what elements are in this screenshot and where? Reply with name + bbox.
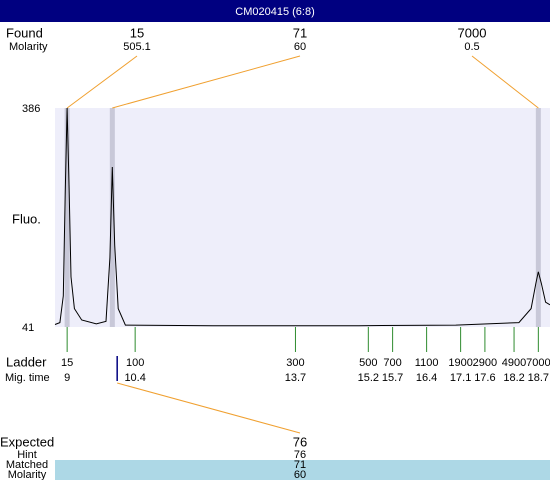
found-size: 71 [293, 25, 307, 40]
peak-band [64, 108, 70, 327]
matched-label: Matched [6, 459, 48, 471]
expected-connector [117, 382, 301, 434]
peak-connector [66, 55, 138, 109]
found-molarity: 60 [294, 41, 306, 53]
plot-area [55, 108, 550, 327]
ladder-size: 7000 [526, 357, 550, 369]
title: CM020415 (6:8) [235, 6, 315, 18]
molarity-value: 60 [294, 469, 306, 480]
ladder-size: 1100 [415, 357, 439, 369]
found-size: 15 [130, 25, 144, 40]
ladder-time: 17.6 [474, 372, 495, 384]
peak-connector [471, 55, 539, 109]
found-molarity: 0.5 [464, 41, 479, 53]
ladder-size: 700 [383, 357, 401, 369]
ladder-time: 17.1 [450, 372, 471, 384]
peak-band [109, 108, 115, 327]
ladder-size: 4900 [502, 357, 526, 369]
ladder-time: 13.7 [285, 372, 306, 384]
peak-connector [112, 55, 301, 109]
matched-row [55, 460, 550, 480]
ladder-size: 15 [61, 357, 73, 369]
ladder-time: 9 [64, 372, 70, 384]
ladder-time: 18.7 [528, 372, 549, 384]
ladder-size: 300 [286, 357, 304, 369]
found-label: Found [6, 25, 43, 40]
found-molarity: 505.1 [123, 41, 151, 53]
matched-value: 71 [294, 459, 306, 471]
ladder-time: 10.4 [124, 372, 145, 384]
mig-time-label: Mig. time [5, 372, 50, 384]
y-tick-label: 386 [22, 103, 40, 115]
molarity-label: Molarity [8, 469, 47, 480]
ladder-label: Ladder [6, 354, 47, 369]
ladder-time: 16.4 [416, 372, 437, 384]
ladder-size: 100 [126, 357, 144, 369]
y-axis-label: Fluo. [12, 211, 41, 226]
hint-label: Hint [17, 449, 37, 461]
ladder-time: 15.2 [358, 372, 379, 384]
expected-label: Expected [0, 434, 54, 449]
expected-size: 76 [293, 434, 307, 449]
ladder-size: 500 [359, 357, 377, 369]
ladder-size: 2900 [473, 357, 497, 369]
molarity-label: Molarity [9, 41, 48, 53]
peak-band [535, 108, 541, 327]
y-tick-label: 41 [22, 322, 34, 334]
ladder-time: 15.7 [382, 372, 403, 384]
title-bar [0, 0, 550, 22]
ladder-size: 1900 [448, 357, 472, 369]
trace [54, 107, 550, 327]
ladder-time: 18.2 [503, 372, 524, 384]
hint-value: 76 [294, 449, 306, 461]
found-size: 7000 [458, 25, 487, 40]
